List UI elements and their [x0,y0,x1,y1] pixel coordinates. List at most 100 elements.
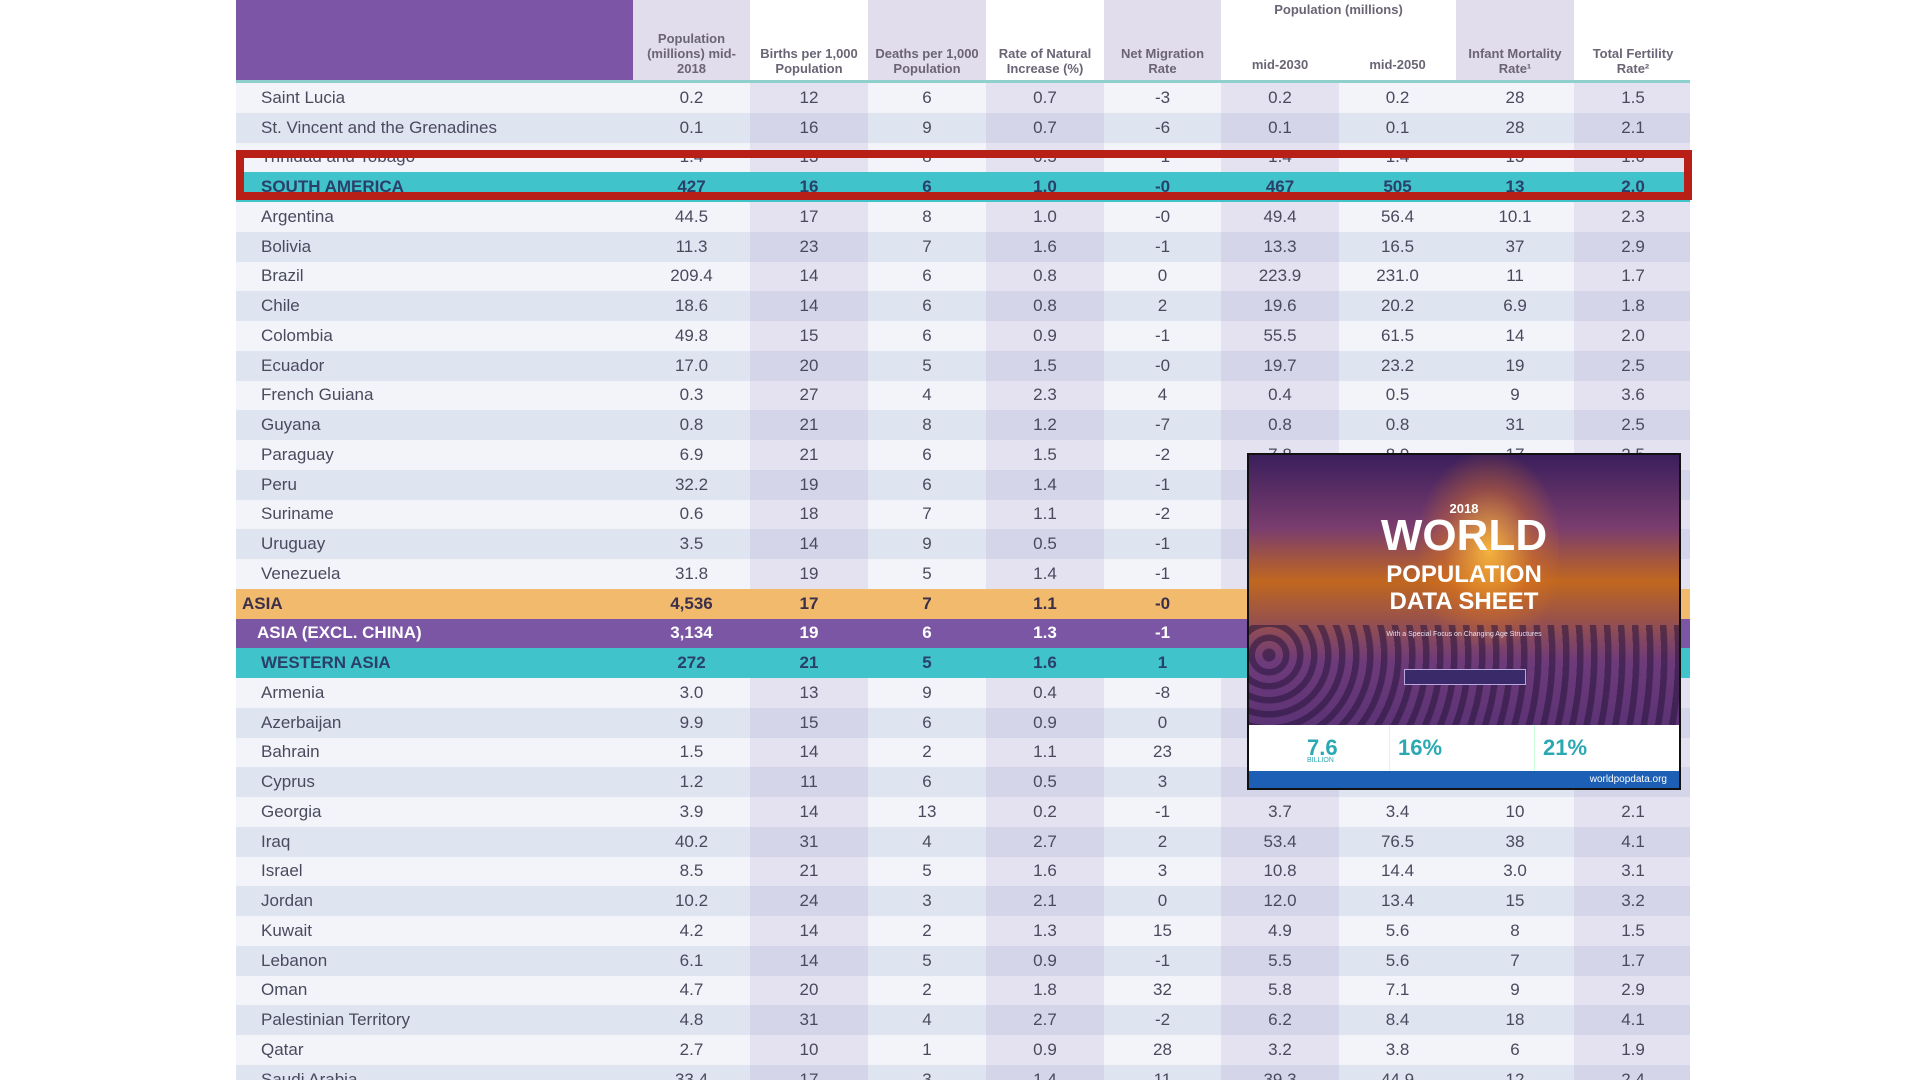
table-row: Trinidad and Tobago 1.4 13 8 0.5 -1 1.4 1.4 13 1.… [236,142,1690,173]
cell-natural-increase: 0.5 [986,142,1104,173]
cell-population-2050: 0.1 [1339,112,1457,143]
region-row: SOUTH AMERICA 427 16 6 1.0 -0 467 505 13 2.0 [236,172,1690,202]
cell-natural-increase: 1.0 [986,172,1104,202]
cover-title-world: WORLD [1380,511,1548,560]
cell-births: 13 [750,678,868,708]
cell-infant-mortality: 28 [1456,112,1575,143]
header-subrow: mid-2030 mid-2050 [236,40,1690,80]
cell-population-2018: 18.6 [633,291,750,321]
cell-net-migration: -1 [1104,529,1221,559]
cell-deaths: 5 [868,945,986,976]
header-corner [236,0,633,80]
cell-births: 14 [750,291,868,321]
cell-births: 14 [750,529,868,559]
cell-net-migration: -1 [1104,231,1221,262]
cell-births: 24 [750,886,868,916]
cell-natural-increase: 1.1 [986,588,1104,619]
cell-name: Colombia [236,321,633,351]
cell-natural-increase: 1.6 [986,231,1104,262]
cell-deaths: 5 [868,559,986,589]
cell-deaths: 8 [868,410,986,440]
cell-births: 20 [750,350,868,381]
cell-name: Trinidad and Tobago [236,142,633,173]
cell-population-2030: 0.4 [1221,380,1339,411]
cover-light-glow [1419,455,1559,645]
data-sheet-table-region: Population (millions) mid-2018 Births pe… [236,0,1690,1080]
cell-infant-mortality: 13 [1456,172,1575,202]
cell-population-2018: 3.5 [633,529,750,559]
cell-net-migration: -3 [1104,83,1221,113]
cell-infant-mortality: 10.1 [1456,202,1575,232]
cell-net-migration: -0 [1104,202,1221,232]
cell-population-2050: 505 [1339,172,1457,202]
cell-population-2018: 31.8 [633,559,750,589]
cell-total-fertility: 1.9 [1574,1035,1690,1065]
cell-name: St. Vincent and the Grenadines [236,112,633,143]
cell-births: 20 [750,975,868,1006]
cell-total-fertility: 3.2 [1574,886,1690,916]
cell-natural-increase: 1.1 [986,737,1104,768]
cell-net-migration: -2 [1104,440,1221,470]
cell-net-migration: 2 [1104,291,1221,321]
cell-natural-increase: 1.8 [986,975,1104,1006]
cell-deaths: 6 [868,83,986,113]
cell-deaths: 6 [868,618,986,649]
cell-population-2018: 272 [633,648,750,678]
cell-population-2050: 0.2 [1339,83,1457,113]
cell-natural-increase: 2.3 [986,380,1104,411]
cover-stat-population-value: 7.6 [1307,735,1338,760]
cell-total-fertility: 1.7 [1574,945,1690,976]
cell-natural-increase: 0.9 [986,1035,1104,1065]
table-row: Argentina 44.5 17 8 1.0 -0 49.4 56.4 10.1 2.3 [236,202,1690,232]
cell-population-2030: 19.6 [1221,291,1339,321]
cell-total-fertility: 2.5 [1574,410,1690,440]
cell-natural-increase: 2.1 [986,886,1104,916]
cell-name: Azerbaijan [236,707,633,738]
cell-population-2018: 33.4 [633,1064,750,1080]
cell-natural-increase: 0.5 [986,529,1104,559]
cell-deaths: 6 [868,707,986,738]
cell-total-fertility: 1.5 [1574,916,1690,946]
cover-button [1404,669,1526,685]
cell-births: 14 [750,945,868,976]
cell-natural-increase: 0.9 [986,321,1104,351]
cell-deaths: 8 [868,142,986,173]
cover-subtitle: With a Special Focus on Changing Age Str… [1386,631,1542,638]
cell-net-migration: 2 [1104,826,1221,857]
cell-natural-increase: 1.4 [986,559,1104,589]
table-row: Israel 8.5 21 5 1.6 3 10.8 14.4 3.0 3.1 [236,856,1690,887]
cell-name: SOUTH AMERICA [236,172,633,202]
cell-natural-increase: 1.5 [986,440,1104,470]
cell-births: 14 [750,261,868,292]
cell-total-fertility: 3.6 [1574,380,1690,411]
cell-net-migration: 0 [1104,707,1221,738]
cover-stat-second: 16% [1389,725,1530,771]
cell-births: 21 [750,440,868,470]
cell-infant-mortality: 38 [1456,826,1575,857]
cell-population-2018: 1.4 [633,142,750,173]
cell-deaths: 13 [868,797,986,827]
cell-population-2030: 55.5 [1221,321,1339,351]
cell-population-2018: 0.8 [633,410,750,440]
table-row: Palestinian Territory 4.8 31 4 2.7 -2 6.2 8.4 18… [236,1005,1690,1035]
cell-natural-increase: 1.2 [986,410,1104,440]
cell-total-fertility: 2.5 [1574,350,1690,381]
cell-deaths: 2 [868,975,986,1006]
cell-total-fertility: 2.9 [1574,231,1690,262]
cell-births: 18 [750,499,868,530]
cell-natural-increase: 1.4 [986,1064,1104,1080]
cell-population-2030: 3.7 [1221,797,1339,827]
cell-name: Saudi Arabia [236,1064,633,1080]
cell-deaths: 6 [868,469,986,500]
cell-total-fertility: 2.1 [1574,112,1690,143]
cell-name: Israel [236,856,633,887]
cover-title-population: POPULATION [1386,561,1542,588]
cell-natural-increase: 0.2 [986,797,1104,827]
cell-natural-increase: 2.7 [986,1005,1104,1035]
cell-net-migration: -1 [1104,618,1221,649]
cell-net-migration: -0 [1104,350,1221,381]
cell-population-2050: 231.0 [1339,261,1457,292]
cell-total-fertility: 2.9 [1574,975,1690,1006]
cell-net-migration: -6 [1104,112,1221,143]
